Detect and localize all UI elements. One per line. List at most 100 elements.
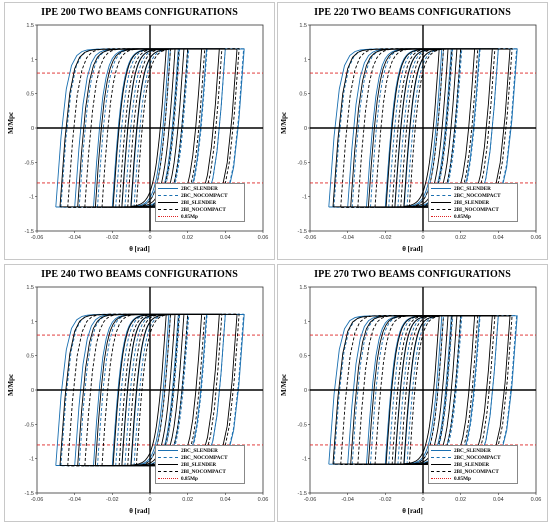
x-tick-label: -0.06	[304, 235, 317, 241]
y-tick-label: 1	[31, 57, 34, 63]
legend-label: 2BC_NOCOMPACT	[181, 192, 228, 199]
legend-item: 2BI_SLENDER	[431, 199, 515, 206]
x-tick-label: 0.02	[182, 497, 193, 503]
legend-label: 2BC_NOCOMPACT	[181, 454, 228, 461]
series-line-2bi-nocompact	[340, 48, 513, 208]
legend-item: 2BC_SLENDER	[158, 447, 242, 454]
y-tick-label: -1	[29, 195, 34, 201]
y-tick-label: 1.5	[26, 285, 34, 291]
x-tick-label: -0.02	[106, 497, 119, 503]
y-tick-label: 0.5	[26, 92, 34, 98]
legend-item: 2BC_SLENDER	[431, 185, 515, 192]
legend-swatch	[158, 471, 178, 472]
legend-label: 2BC_SLENDER	[454, 185, 491, 192]
legend-item: 2BI_SLENDER	[158, 199, 242, 206]
y-tick-label: 0	[31, 388, 34, 394]
x-tick-label: -0.06	[31, 235, 44, 241]
x-tick-label: 0	[148, 235, 151, 241]
legend-item: 2BI_NOCOMPACT	[431, 468, 515, 475]
legend-swatch	[431, 464, 451, 465]
legend-label: 2BI_NOCOMPACT	[181, 468, 226, 475]
x-tick-label: -0.02	[106, 235, 119, 241]
y-tick-label: -1	[302, 195, 307, 201]
legend-item: 2BI_NOCOMPACT	[431, 206, 515, 213]
chart-title: IPE 240 TWO BEAMS CONFIGURATIONS	[41, 269, 238, 280]
legend-item: 2BC_SLENDER	[431, 447, 515, 454]
legend-item: 2BI_NOCOMPACT	[158, 468, 242, 475]
legend-swatch	[431, 450, 451, 451]
legend-label: 2BI_SLENDER	[181, 461, 217, 468]
legend-swatch	[431, 209, 451, 210]
y-tick-label: 1	[304, 57, 307, 63]
legend-label: 0.85Mp	[181, 213, 198, 220]
legend-label: 2BI_NOCOMPACT	[181, 206, 226, 213]
legend-label: 2BC_SLENDER	[181, 185, 218, 192]
x-tick-label: 0.04	[493, 497, 504, 503]
chart-panel-ipe240: IPE 240 TWO BEAMS CONFIGURATIONS M/Mpc θ…	[4, 264, 275, 522]
legend-swatch	[158, 464, 178, 465]
y-tick-label: -0.5	[25, 160, 34, 166]
y-tick-label: 1	[304, 319, 307, 325]
legend-item: 0.85Mp	[158, 475, 242, 482]
legend-item: 0.85Mp	[158, 213, 242, 220]
x-tick-label: -0.04	[341, 497, 354, 503]
legend-item: 2BI_SLENDER	[158, 461, 242, 468]
legend: 2BC_SLENDER 2BC_NOCOMPACT 2BI_SLENDER 2B…	[155, 183, 245, 222]
legend-item: 2BC_NOCOMPACT	[431, 192, 515, 199]
y-tick-label: -0.5	[298, 160, 307, 166]
x-tick-label: 0.02	[455, 497, 466, 503]
legend-item: 2BC_SLENDER	[158, 185, 242, 192]
legend-swatch	[431, 195, 451, 196]
series-line-2bi-nocompact	[340, 314, 513, 466]
y-tick-label: -1	[29, 457, 34, 463]
x-tick-label: 0.02	[182, 235, 193, 241]
x-axis-label: θ [rad]	[402, 507, 423, 515]
chart-title: IPE 200 TWO BEAMS CONFIGURATIONS	[41, 7, 238, 18]
y-tick-label: 0.5	[26, 354, 34, 360]
x-tick-label: 0.06	[531, 235, 542, 241]
x-tick-label: 0.06	[258, 235, 269, 241]
x-tick-label: 0.06	[258, 497, 269, 503]
y-tick-label: 1.5	[299, 285, 307, 291]
legend-swatch	[431, 478, 451, 479]
legend-swatch	[158, 195, 178, 196]
legend-label: 0.85Mp	[454, 213, 471, 220]
legend-item: 2BC_NOCOMPACT	[431, 454, 515, 461]
legend-swatch	[431, 457, 451, 458]
legend-swatch	[158, 450, 178, 451]
legend-label: 0.85Mp	[181, 475, 198, 482]
y-tick-label: 1.5	[26, 23, 34, 29]
y-tick-label: -1	[302, 457, 307, 463]
y-tick-label: 0.5	[299, 92, 307, 98]
y-tick-label: 0	[31, 126, 34, 132]
legend-label: 2BC_SLENDER	[181, 447, 218, 454]
legend-swatch	[431, 216, 451, 217]
chart-panel-ipe220: IPE 220 TWO BEAMS CONFIGURATIONS M/Mpc θ…	[277, 2, 548, 260]
x-axis-label: θ [rad]	[129, 507, 150, 515]
plot-area: -0.06 -0.04 -0.02 0 0.02 0.04 0.06 -1.5 -1 -0.5 0 0…	[25, 285, 269, 503]
x-tick-label: 0.06	[531, 497, 542, 503]
legend-item: 2BC_NOCOMPACT	[158, 454, 242, 461]
chart-title: IPE 270 TWO BEAMS CONFIGURATIONS	[314, 269, 511, 280]
x-tick-label: 0.04	[220, 235, 231, 241]
y-tick-label: -1.5	[298, 491, 307, 497]
y-tick-label: -1.5	[298, 229, 307, 235]
y-tick-label: -1.5	[25, 229, 34, 235]
legend-item: 2BI_SLENDER	[431, 461, 515, 468]
x-tick-label: -0.04	[341, 235, 354, 241]
legend-swatch	[431, 471, 451, 472]
legend-swatch	[158, 457, 178, 458]
x-tick-label: 0	[421, 235, 424, 241]
x-tick-label: 0.04	[493, 235, 504, 241]
chart-panel-ipe270: IPE 270 TWO BEAMS CONFIGURATIONS M/Mpc θ…	[277, 264, 548, 522]
legend: 2BC_SLENDER 2BC_NOCOMPACT 2BI_SLENDER 2B…	[155, 445, 245, 484]
legend-label: 2BC_NOCOMPACT	[454, 192, 501, 199]
legend: 2BC_SLENDER 2BC_NOCOMPACT 2BI_SLENDER 2B…	[428, 445, 518, 484]
legend-label: 2BI_SLENDER	[454, 461, 490, 468]
series-line-2bi-nocompact	[67, 313, 240, 467]
y-tick-label: 0	[304, 388, 307, 394]
series-line-2bi-slender	[59, 314, 238, 466]
x-tick-label: -0.06	[31, 497, 44, 503]
legend-label: 0.85Mp	[454, 475, 471, 482]
legend-label: 2BI_SLENDER	[181, 199, 217, 206]
